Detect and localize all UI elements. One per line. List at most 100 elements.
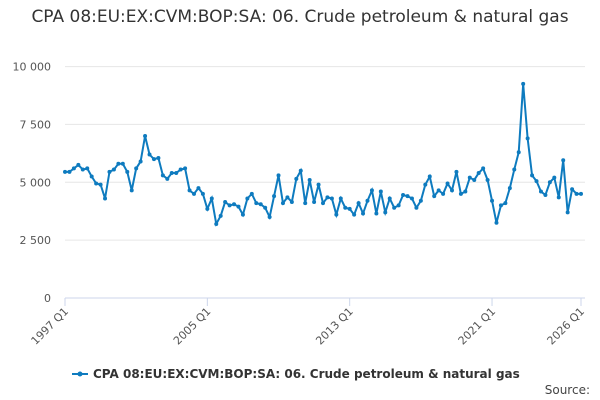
- point: [481, 166, 486, 171]
- point: [414, 205, 419, 210]
- point: [503, 201, 508, 206]
- point: [454, 169, 459, 174]
- point: [392, 205, 397, 210]
- point: [543, 193, 548, 198]
- point: [374, 211, 379, 216]
- point: [516, 150, 521, 155]
- point: [214, 221, 219, 226]
- point: [200, 191, 205, 196]
- point: [249, 191, 254, 196]
- point: [574, 191, 579, 196]
- point: [565, 210, 570, 215]
- x-tick-label: 1997 Q1: [29, 305, 72, 348]
- point: [303, 201, 308, 206]
- point: [352, 212, 357, 217]
- point: [356, 201, 361, 206]
- point: [334, 212, 339, 217]
- point: [227, 203, 232, 208]
- point: [254, 201, 259, 206]
- point: [89, 174, 94, 179]
- point: [383, 210, 388, 215]
- point: [107, 169, 112, 174]
- point: [423, 182, 428, 187]
- point: [156, 155, 161, 160]
- point: [507, 186, 512, 191]
- point: [458, 191, 463, 196]
- point: [343, 205, 348, 210]
- point: [298, 168, 303, 173]
- point: [378, 189, 383, 194]
- point: [472, 177, 477, 182]
- point: [530, 173, 535, 178]
- x-tick-label: 2013 Q1: [313, 305, 356, 348]
- point: [240, 212, 245, 217]
- point: [192, 191, 196, 196]
- source: Source:: [545, 383, 590, 397]
- point: [570, 187, 575, 192]
- chart-title: CPA 08:EU:EX:CVM:BOP:SA: 06. Crude petro…: [31, 7, 569, 27]
- point: [245, 196, 250, 201]
- point: [365, 198, 370, 203]
- point: [147, 152, 152, 157]
- legend-label: CPA 08:EU:EX:CVM:BOP:SA: 06. Crude petro…: [93, 367, 520, 381]
- y-tick-label: 10 000: [13, 61, 52, 74]
- point: [476, 171, 481, 176]
- point: [579, 191, 583, 196]
- point: [525, 136, 530, 141]
- point: [307, 177, 312, 182]
- point: [174, 171, 179, 176]
- point: [183, 166, 188, 171]
- point: [441, 191, 446, 196]
- point: [223, 199, 228, 204]
- point: [258, 202, 263, 207]
- point: [272, 194, 277, 199]
- point: [316, 182, 321, 187]
- point: [218, 213, 223, 218]
- point: [129, 188, 134, 193]
- point: [267, 215, 272, 219]
- point: [521, 81, 526, 86]
- point: [512, 167, 517, 172]
- point: [494, 220, 499, 225]
- point: [401, 193, 406, 198]
- point: [196, 186, 201, 191]
- point: [165, 176, 170, 181]
- point: [134, 166, 139, 171]
- point: [347, 206, 352, 211]
- point: [151, 157, 156, 162]
- x-tick-label: 2005 Q1: [171, 305, 214, 348]
- x-tick-label: 2021 Q1: [456, 305, 499, 348]
- point: [111, 167, 116, 172]
- point: [498, 203, 503, 208]
- point: [143, 134, 148, 138]
- point: [325, 195, 330, 200]
- point: [490, 198, 495, 203]
- point: [187, 188, 192, 193]
- point: [405, 194, 410, 199]
- point: [205, 206, 210, 211]
- point: [98, 182, 103, 187]
- point: [94, 181, 99, 186]
- point: [76, 162, 81, 167]
- y-tick-label: 7 500: [20, 118, 52, 131]
- point: [561, 158, 566, 163]
- point: [80, 167, 85, 172]
- point: [552, 175, 557, 180]
- point: [178, 167, 183, 172]
- point: [232, 202, 237, 207]
- y-tick-label: 0: [44, 292, 51, 305]
- point: [160, 173, 165, 178]
- point: [285, 195, 290, 200]
- point: [289, 199, 294, 204]
- point: [445, 181, 450, 186]
- point: [125, 169, 130, 174]
- point: [369, 188, 374, 193]
- point: [209, 196, 214, 201]
- point: [361, 211, 366, 216]
- point: [67, 169, 72, 174]
- point: [432, 194, 437, 199]
- point: [387, 196, 392, 201]
- point: [116, 161, 121, 166]
